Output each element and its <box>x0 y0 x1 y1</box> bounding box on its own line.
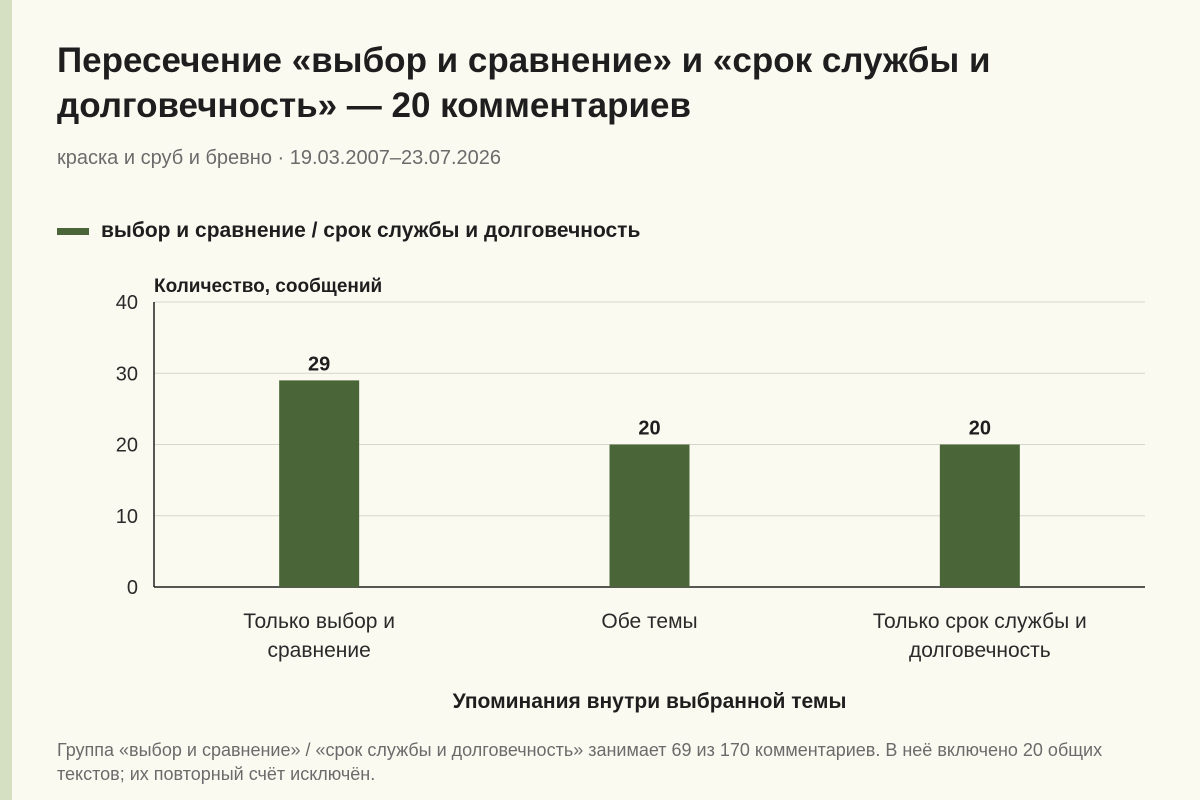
y-axis-label: Количество, сообщений <box>154 276 382 297</box>
y-tick-label: 30 <box>116 363 138 385</box>
bar-value-label: 29 <box>308 353 330 375</box>
y-tick-label: 40 <box>116 292 138 314</box>
bar <box>939 444 1020 587</box>
legend-swatch <box>57 227 89 235</box>
x-tick-label: Только выбор и <box>243 610 395 633</box>
bar-chart: 0 10 20 30 40 Количество, сообщений 29 Только в… <box>116 276 1145 713</box>
chart-subtitle: краска и сруб и бревно · 19.03.2007–23.0… <box>57 147 502 169</box>
x-tick-label: сравнение <box>268 639 371 662</box>
chart-title: Пересечение «выбор и сравнение» и «срок … <box>57 41 991 125</box>
footnote: Группа «выбор и сравнение» / «срок служб… <box>57 740 1103 784</box>
legend-label: выбор и сравнение / срок службы и долгов… <box>101 219 641 242</box>
x-tick-label: Только срок службы и <box>873 610 1087 633</box>
bar-value-label: 20 <box>969 418 991 440</box>
y-tick-label: 10 <box>116 506 138 528</box>
y-tick-label: 20 <box>116 435 138 457</box>
x-tick-label: Обе темы <box>601 610 697 633</box>
bar-value-label: 20 <box>638 418 660 440</box>
legend: выбор и сравнение / срок службы и долгов… <box>57 219 640 243</box>
x-tick-label: долговечность <box>909 639 1051 662</box>
left-accent-strip <box>0 0 12 800</box>
x-axis-label: Упоминания внутри выбранной темы <box>453 690 847 713</box>
bar <box>279 380 360 587</box>
y-tick-label: 0 <box>127 577 138 599</box>
bar <box>609 444 690 587</box>
